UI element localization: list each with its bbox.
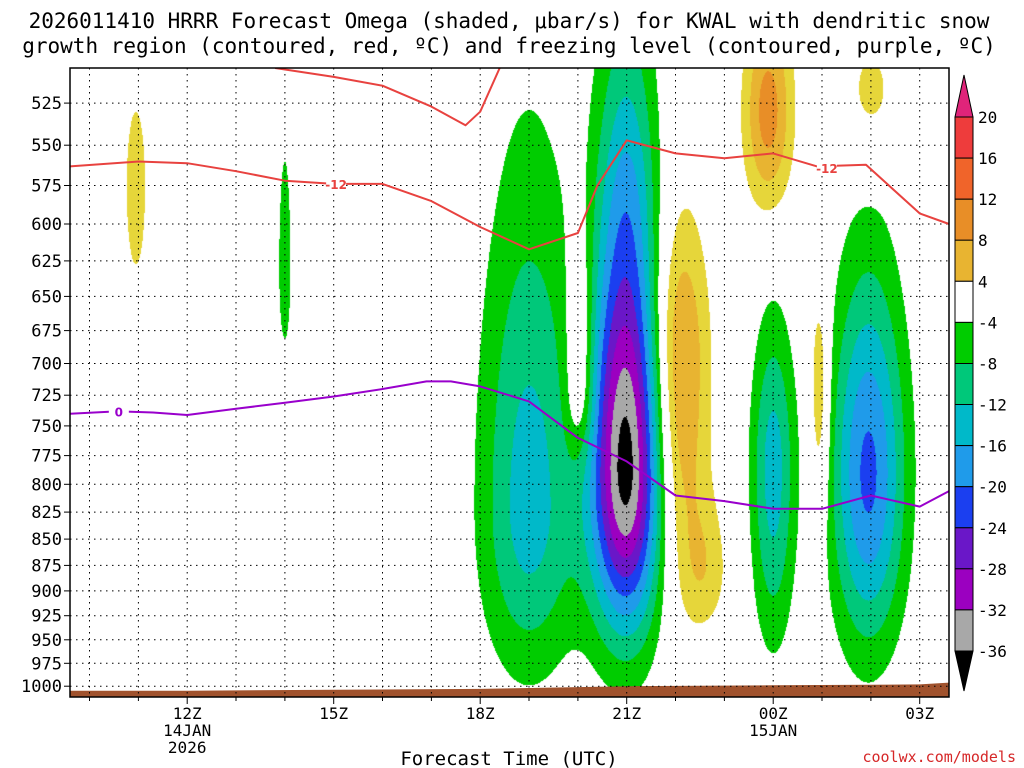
colorbar-box (954, 116, 974, 159)
terrain-fill (70, 682, 949, 697)
y-tick-label: 850 (31, 530, 62, 550)
colorbar-label: -20 (978, 478, 1007, 497)
freezing-level-label: 0 (115, 405, 123, 419)
colorbar-box (954, 609, 974, 652)
freezing-level-line (70, 380, 949, 510)
colorbar-label: -24 (978, 519, 1007, 538)
y-tick-label: 525 (31, 94, 62, 114)
y-tick-label: 825 (31, 503, 62, 523)
dgz-contour-label-bg (326, 175, 347, 191)
dgz-contour-line (70, 139, 949, 251)
chart-title-line1: 2026011410 HRRR Forecast Omega (shaded, … (29, 9, 990, 33)
y-tick-label: 775 (31, 447, 62, 467)
colorbar-box (954, 198, 974, 241)
colorbar-label: 16 (978, 149, 997, 168)
plot-area: -12 -12 0 (70, 68, 949, 697)
y-tick-label: 725 (31, 386, 62, 406)
chart-title-line2: growth region (contoured, red, ºC) and f… (22, 34, 996, 58)
y-tick-label: 1000 (21, 677, 62, 697)
colorbar-label: -32 (978, 601, 1007, 620)
y-tick-label: 875 (31, 556, 62, 576)
y-tick-label: 625 (31, 252, 62, 272)
colorbar-label: 8 (978, 231, 988, 250)
y-tick-label: 650 (31, 287, 62, 307)
colorbar-bottom-arrow (954, 650, 974, 692)
colorbar-label: -28 (978, 560, 1007, 579)
colorbar-box (954, 568, 974, 611)
colorbar: 20 16 12 8 4 -4 -8 -12 -16 -20 -24 -28 -32 -36 (954, 74, 1007, 692)
dgz-contour-label-bg (816, 159, 837, 175)
grid-lines (70, 68, 949, 697)
colorbar-box (954, 363, 974, 406)
colorbar-label: 20 (978, 108, 997, 127)
y-axis: 525 550 575 600 625 650 675 700 725 750 775 800 825 8… (21, 94, 70, 697)
x-tick-label: 15Z (319, 704, 348, 723)
freezing-level-label-bg (108, 403, 129, 419)
y-tick-label: 950 (31, 631, 62, 651)
colorbar-label: -36 (978, 642, 1007, 661)
x-tick-year: 2026 (168, 738, 207, 757)
x-axis-label: Forecast Time (UTC) (400, 748, 617, 768)
credit-text: coolwx.com/models (862, 748, 1016, 766)
x-tick-label: 03Z (905, 704, 934, 723)
colorbar-label: -4 (978, 313, 997, 332)
x-tick-label: 00Z (759, 704, 788, 723)
omega-shaded-field (70, 68, 949, 697)
x-tick-date: 15JAN (749, 721, 797, 740)
plot-frame (69, 67, 950, 698)
x-tick-date: 14JAN (163, 721, 211, 740)
dgz-contour-line (274, 68, 501, 127)
x-tick-label: 12Z (173, 704, 202, 723)
y-tick-label: 600 (31, 215, 62, 235)
y-tick-label: 800 (31, 475, 62, 495)
colorbar-box (954, 157, 974, 200)
y-tick-label: 675 (31, 322, 62, 342)
y-tick-label: 750 (31, 417, 62, 437)
colorbar-box (954, 321, 974, 364)
colorbar-label: -8 (978, 355, 997, 374)
contour-lines: -12 -12 0 (70, 68, 949, 510)
dgz-contour-label: -12 (816, 162, 838, 176)
dgz-contour-label: -12 (325, 178, 347, 192)
colorbar-label: -16 (978, 437, 1007, 456)
colorbar-box (954, 239, 974, 282)
colorbar-box (954, 445, 974, 488)
y-tick-label: 550 (31, 136, 62, 156)
colorbar-box (954, 404, 974, 447)
terrain-layer (70, 682, 949, 697)
y-tick-label: 575 (31, 177, 62, 197)
colorbar-box (954, 486, 974, 529)
omega-shading (70, 68, 949, 697)
colorbar-box (954, 527, 974, 570)
y-tick-label: 975 (31, 654, 62, 674)
colorbar-label: -12 (978, 396, 1007, 415)
y-tick-label: 900 (31, 582, 62, 602)
colorbar-label: 12 (978, 190, 997, 209)
x-tick-label: 21Z (612, 704, 641, 723)
y-tick-label: 925 (31, 607, 62, 627)
y-tick-label: 700 (31, 355, 62, 375)
colorbar-box (954, 280, 974, 323)
colorbar-label: 4 (978, 272, 988, 291)
colorbar-top-arrow (954, 74, 974, 118)
x-tick-label: 18Z (466, 704, 495, 723)
